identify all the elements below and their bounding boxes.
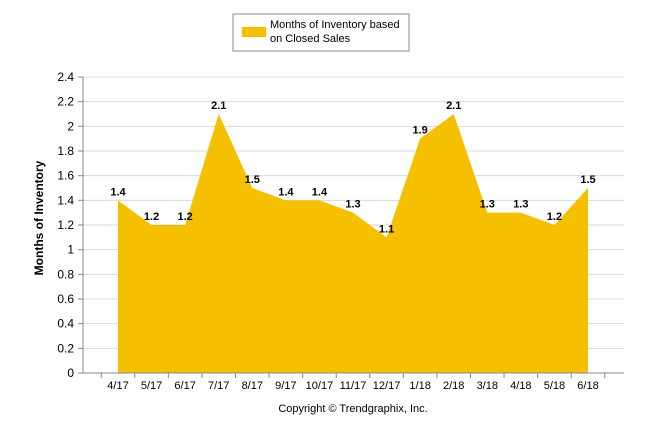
data-label: 1.4 [110, 186, 126, 198]
data-label: 1.3 [513, 199, 528, 211]
data-label: 1.9 [412, 125, 427, 137]
legend-swatch [242, 27, 266, 37]
data-label: 1.3 [480, 199, 495, 211]
legend-line-1: Months of Inventory based [270, 19, 400, 31]
data-label: 1.2 [177, 211, 192, 223]
data-label: 1.1 [379, 223, 394, 235]
data-label: 1.5 [245, 174, 260, 186]
x-tick-label: 4/18 [510, 380, 531, 392]
y-tick-label: 2.4 [57, 70, 74, 84]
x-tick-labels: 4/17 5/17 6/17 7/17 8/17 9/17 10/17 11/17 12/17 1… [100, 373, 606, 392]
series-area [118, 114, 588, 373]
x-tick-label: 10/17 [306, 380, 334, 392]
data-label: 2.1 [211, 100, 226, 112]
x-tick-label: 3/18 [477, 380, 498, 392]
y-tick-label: 1.4 [57, 193, 74, 207]
data-label: 1.3 [345, 199, 360, 211]
x-tick-label: 5/17 [141, 380, 162, 392]
x-tick-label: 2/18 [443, 380, 464, 392]
data-label: 1.5 [580, 174, 595, 186]
data-label: 1.2 [547, 211, 562, 223]
y-tick-label: 0.6 [57, 292, 74, 306]
y-tick-label: 0.2 [57, 341, 74, 355]
x-tick-label: 5/18 [544, 380, 565, 392]
data-labels: 1.4 1.2 1.2 2.1 1.5 1.4 1.4 1.3 1.1 1.9 2.1 1.3 1.3 1… [110, 100, 595, 235]
y-tick-labels: 0 0.2 0.4 0.6 0.8 1 1.2 1.4 1.6 1.8 2 2.2 2.4 [57, 70, 83, 380]
x-tick-label: 4/17 [107, 380, 128, 392]
y-tick-label: 1 [67, 243, 74, 257]
x-tick-label: 6/18 [577, 380, 598, 392]
x-tick-label: 6/17 [174, 380, 195, 392]
y-tick-label: 0.8 [57, 267, 74, 281]
x-tick-label: 11/17 [340, 380, 367, 392]
legend: Months of Inventory based on Closed Sale… [232, 13, 410, 52]
x-tick-label: 12/17 [373, 380, 401, 392]
data-label: 1.2 [144, 211, 159, 223]
data-label: 2.1 [446, 100, 461, 112]
y-tick-label: 1.6 [57, 169, 74, 183]
x-tick-label: 9/17 [275, 380, 296, 392]
y-tick-label: 2 [67, 119, 74, 133]
y-tick-label: 0 [67, 366, 74, 380]
data-label: 1.4 [312, 186, 328, 198]
y-tick-label: 1.8 [57, 144, 74, 158]
area-series [118, 114, 588, 373]
y-tick-label: 1.2 [57, 218, 74, 232]
y-axis-label: Months of Inventory [32, 160, 46, 275]
y-tick-label: 2.2 [57, 95, 74, 109]
x-tick-label: 8/17 [242, 380, 263, 392]
x-tick-label: 7/17 [208, 380, 229, 392]
data-label: 1.4 [278, 186, 294, 198]
copyright-footer: Copyright © Trendgraphix, Inc. [278, 403, 427, 415]
x-tick-label: 1/18 [409, 380, 430, 392]
y-tick-label: 0.4 [57, 317, 74, 331]
legend-line-2: on Closed Sales [270, 33, 351, 45]
